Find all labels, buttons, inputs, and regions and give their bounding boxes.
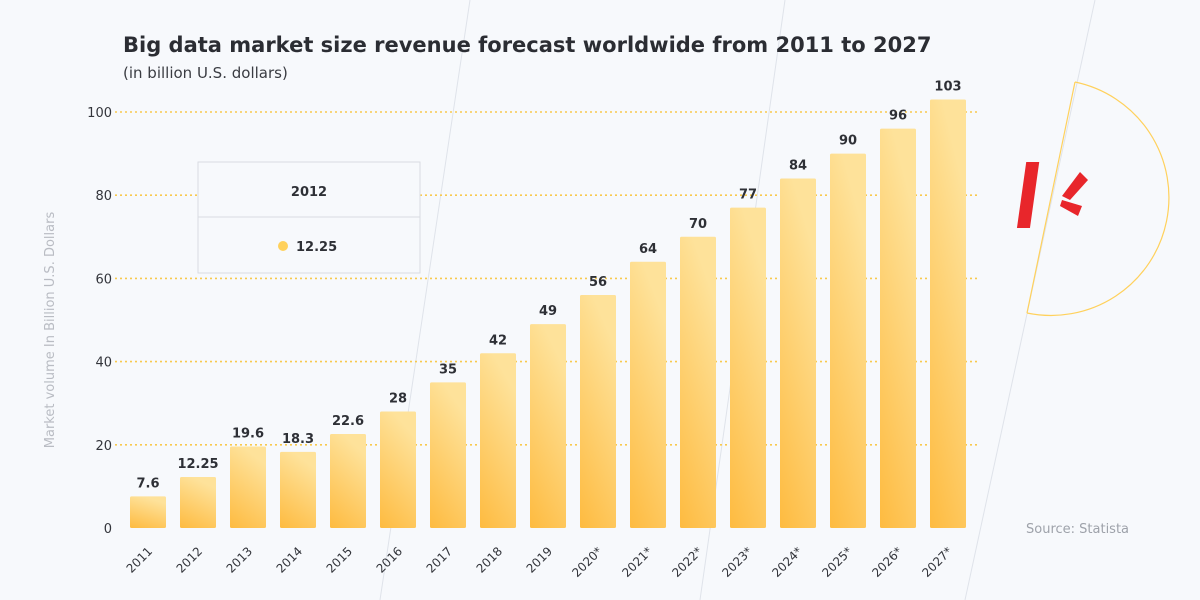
- x-tick-label: 2026*: [869, 544, 905, 580]
- bar-2014[interactable]: [280, 451, 316, 528]
- decor-half-circle-chord: [1026, 81, 1076, 314]
- y-tick-label: 60: [95, 272, 112, 287]
- y-tick-label: 80: [95, 189, 112, 204]
- x-tick-label: 2016: [374, 544, 405, 575]
- data-label: 49: [539, 304, 557, 319]
- data-label: 64: [639, 242, 657, 257]
- y-axis-label: Market volume In Billion U.S. Dollars: [43, 212, 58, 449]
- bar-2012[interactable]: [180, 477, 216, 528]
- y-axis-ticks: 0 20 40 60 80 100: [87, 106, 112, 537]
- x-tick-label: 2012: [174, 544, 205, 575]
- chart-title: Big data market size revenue forecast wo…: [123, 33, 931, 57]
- x-tick-label: 2021*: [619, 544, 655, 580]
- x-tick-label: 2023*: [719, 544, 755, 580]
- data-label: 56: [589, 275, 607, 290]
- y-tick-label: 40: [95, 356, 112, 371]
- x-tick-label: 2015: [324, 544, 355, 575]
- data-label: 35: [439, 362, 457, 377]
- bar-2015[interactable]: [330, 433, 366, 528]
- x-tick-label: 2025*: [819, 544, 855, 580]
- bar-2016[interactable]: [380, 411, 416, 528]
- data-label: 70: [689, 217, 707, 232]
- bar-2013[interactable]: [230, 446, 266, 528]
- bar-2011[interactable]: [130, 496, 166, 528]
- bar-2022[interactable]: [680, 236, 716, 529]
- x-tick-label: 2011: [124, 544, 155, 575]
- source-note: Source: Statista: [1026, 522, 1129, 537]
- x-tick-label: 2018: [474, 544, 505, 575]
- y-tick-label: 100: [87, 106, 112, 121]
- bar-2026[interactable]: [880, 128, 916, 528]
- bars: [130, 99, 966, 529]
- data-label: 90: [839, 134, 857, 149]
- data-label: 22.6: [332, 414, 364, 429]
- data-label: 84: [789, 159, 807, 174]
- data-label: 18.3: [282, 432, 314, 447]
- bar-2023[interactable]: [730, 207, 766, 528]
- x-tick-label: 2019: [524, 544, 555, 575]
- y-tick-label: 20: [95, 439, 112, 454]
- bar-2017[interactable]: [430, 382, 466, 528]
- data-label: 12.25: [177, 457, 218, 472]
- tooltip: 2012 12.25: [197, 161, 421, 274]
- bar-2025[interactable]: [830, 153, 866, 528]
- brand-logo-icon: [1016, 162, 1088, 228]
- decor-half-circle: [1026, 81, 1170, 317]
- bar-2024[interactable]: [780, 178, 816, 528]
- data-label: 103: [934, 80, 961, 95]
- bar-2018[interactable]: [480, 353, 516, 528]
- chart-subtitle: (in billion U.S. dollars): [123, 64, 288, 82]
- bar-2019[interactable]: [530, 324, 566, 528]
- data-labels: 7.6 12.25 19.6 18.3 22.6 28 35 42 49 56 64 70 77 84 90…: [136, 80, 961, 492]
- x-tick-label: 2017: [424, 544, 455, 575]
- y-tick-label: 0: [104, 522, 112, 537]
- x-tick-label: 2014: [274, 544, 305, 575]
- data-label: 7.6: [136, 476, 159, 491]
- x-tick-label: 2024*: [769, 544, 805, 580]
- x-tick-label: 2013: [224, 544, 255, 575]
- tooltip-series-marker: [278, 241, 288, 251]
- tooltip-value: 12.25: [296, 240, 337, 255]
- x-tick-label: 2020*: [569, 544, 605, 580]
- data-label: 42: [489, 333, 507, 348]
- data-label: 96: [889, 109, 907, 124]
- bar-2020[interactable]: [580, 295, 616, 528]
- data-label: 19.6: [232, 426, 264, 441]
- data-label: 28: [389, 392, 407, 407]
- x-axis-ticks: 2011 2012 2013 2014 2015 2016 2017 2018 2019 2020…: [124, 544, 955, 580]
- x-tick-label: 2027*: [919, 544, 955, 580]
- bar-2027[interactable]: [930, 99, 966, 529]
- bar-2021[interactable]: [630, 261, 666, 528]
- x-tick-label: 2022*: [669, 544, 705, 580]
- tooltip-category: 2012: [291, 185, 327, 200]
- data-label: 77: [739, 188, 757, 203]
